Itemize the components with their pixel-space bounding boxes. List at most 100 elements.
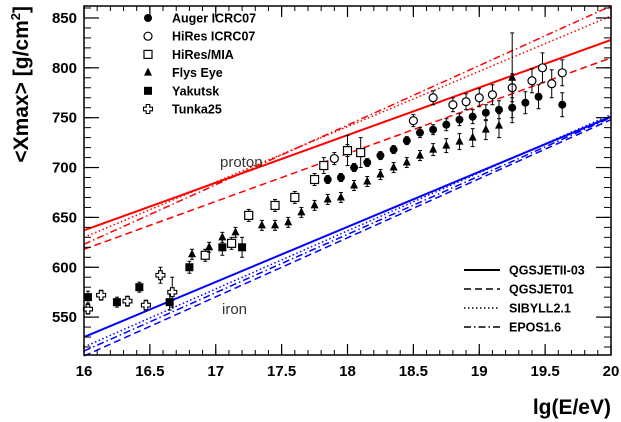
x-tick-label: 20 (603, 363, 620, 380)
x-tick-label: 17 (207, 363, 224, 380)
data-point (415, 150, 424, 159)
data-point (350, 180, 359, 189)
data-point (342, 145, 353, 156)
legend-label-hires-icrc07: HiRes ICRC07 (172, 30, 255, 44)
data-point (389, 162, 398, 171)
data-point (205, 242, 214, 251)
data-point (557, 68, 567, 78)
legend-label-sibyll2-1: SIBYLL2.1 (509, 302, 571, 316)
data-point (271, 220, 280, 229)
data-point (428, 93, 438, 103)
y-axis-title-main: <Xmax> [g/cm (10, 20, 33, 162)
data-point (448, 100, 458, 110)
data-point (376, 169, 385, 178)
y-tick-label: 600 (52, 259, 77, 276)
x-tick-label: 18.5 (399, 363, 428, 380)
data-point (238, 243, 247, 252)
model-legend: QGSJETII-03 QGSJET01 SIBYLL2.1 EPOS1.6 (464, 264, 585, 335)
data-point (521, 98, 530, 107)
annotation-iron: iron (222, 301, 247, 318)
data-point (185, 263, 194, 272)
data-point (231, 227, 240, 236)
data-point (508, 72, 517, 81)
data-point (319, 160, 329, 171)
y-tick-label: 550 (52, 309, 77, 326)
data-point (534, 92, 543, 101)
data-point (135, 283, 144, 292)
data-point (356, 147, 366, 158)
data-point (461, 97, 471, 107)
data-point (309, 174, 320, 185)
data-point (468, 132, 477, 141)
data-point (527, 76, 537, 86)
x-tick-label: 17.5 (267, 363, 296, 380)
legend-marker-auger-icrc07 (144, 14, 152, 22)
x-tick-label: 19.5 (531, 363, 560, 380)
data-point (155, 270, 166, 281)
y-tick-label: 650 (52, 209, 77, 226)
legend-label-qgsjetii-03: QGSJETII-03 (509, 264, 585, 278)
data-point (474, 93, 484, 103)
legend-label-hires-mia: HiRes/MIA (172, 48, 234, 62)
data-point (218, 232, 227, 241)
data-point (336, 173, 345, 182)
data-point (481, 108, 490, 117)
data-point (442, 120, 451, 129)
model-line-epos1-6-proton (83, 5, 612, 246)
legend-label-qgsjet01: QGSJET01 (509, 283, 574, 297)
x-axis-title: lg(E/eV) (533, 396, 611, 419)
data-point (257, 220, 266, 229)
data-points (82, 32, 567, 315)
legend-marker-yakutsk (144, 86, 152, 95)
y-axis-title-end: ] (10, 6, 33, 13)
data-point (284, 217, 293, 226)
x-tick-label: 18 (339, 363, 356, 380)
data-point (290, 192, 300, 203)
data-point (442, 140, 451, 149)
data-point (165, 298, 174, 307)
legend-label-yakutsk: Yakutsk (172, 84, 219, 98)
data-point (547, 79, 557, 89)
legend-marker-hires-icrc07 (143, 31, 153, 41)
data-point (558, 100, 567, 109)
data-point (537, 63, 548, 73)
x-tick-label: 16 (76, 363, 93, 380)
data-point (389, 145, 398, 154)
data-point (218, 243, 227, 252)
data-point (200, 250, 210, 260)
data-point (244, 210, 254, 220)
data-point (188, 249, 197, 258)
x-tick-label: 16.5 (135, 363, 164, 380)
y-tick-label: 800 (52, 60, 77, 77)
y-axis-title-superscript: 2 (8, 13, 23, 20)
series-auger-icrc07 (323, 84, 567, 184)
legend-label-epos1-6: EPOS1.6 (509, 321, 561, 335)
data-legend: Auger ICRC07 HiRes ICRC07 HiRes/MIA Flys Ey… (142, 12, 256, 117)
data-point (310, 200, 319, 209)
data-point (376, 151, 385, 160)
y-tick-label: 750 (52, 110, 77, 127)
y-tick-label: 850 (52, 10, 77, 27)
data-point (487, 90, 498, 100)
data-point (415, 128, 424, 137)
data-point (167, 287, 178, 298)
y-axis-title: <Xmax> [g/cm2] (8, 6, 33, 163)
data-point (402, 157, 411, 166)
model-line-qgsjet01-iron (83, 118, 612, 357)
axis-ticks: 16 16.5 17 17.5 18 18.5 19 19.5 20 550 600 650 700 75… (52, 6, 619, 380)
y-tick-label: 700 (52, 160, 77, 177)
data-point (363, 158, 372, 167)
legend-marker-tunka25 (142, 103, 154, 115)
data-point (297, 207, 306, 216)
data-point (455, 115, 464, 124)
data-point (408, 116, 418, 126)
data-point (363, 176, 372, 185)
data-point (270, 200, 280, 211)
legend-marker-hires-mia (143, 49, 153, 60)
data-point (429, 125, 438, 134)
annotation-proton: proton (220, 154, 263, 171)
data-point (429, 144, 438, 153)
data-point (122, 296, 133, 307)
